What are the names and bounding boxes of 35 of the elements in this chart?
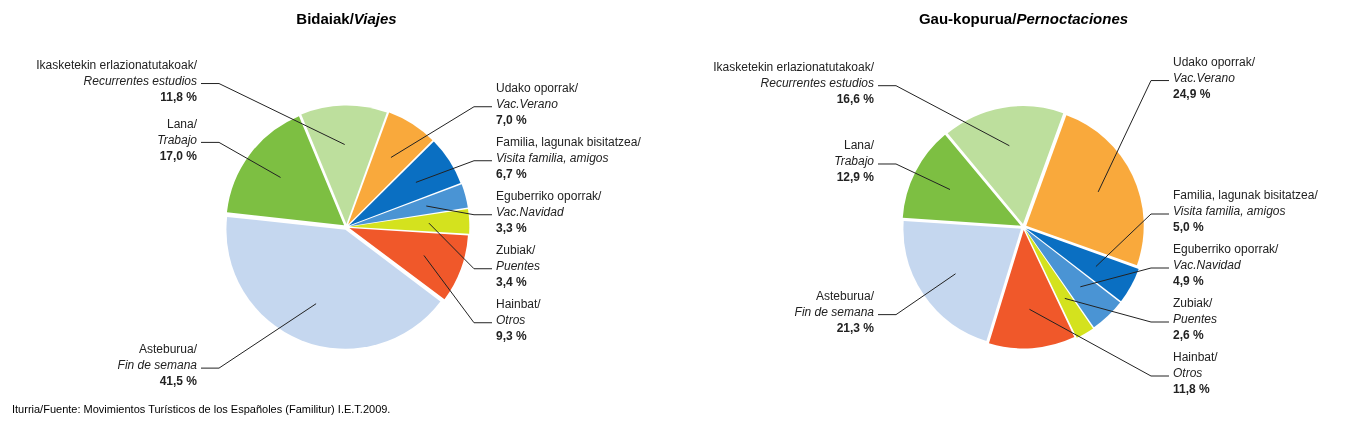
text: Iturria/Fuente: Movimientos Turísticos de los Españoles (Familitur) I.E.T.2009. bbox=[12, 403, 391, 415]
data-label: 9,3 % bbox=[496, 329, 528, 344]
slice-label: Familia, lagunak bisitatzea/Visita familia, amigos bbox=[496, 135, 642, 166]
chart-title: Bidaiak/Viajes bbox=[295, 10, 398, 27]
slice-label: Lana/Trabajo bbox=[157, 116, 198, 147]
data-label: 21,3 % bbox=[836, 320, 875, 335]
data-label: 12,9 % bbox=[836, 170, 875, 185]
slice-label: Ikasketekin erlazionatutakoak/Recurrentes estudios bbox=[713, 60, 875, 91]
slice-label: Zubiak/Puentes bbox=[496, 243, 541, 274]
data-label: 6,7 % bbox=[496, 167, 528, 182]
slice-label: Zubiak/Puentes bbox=[1173, 296, 1218, 327]
slice-label: Hainbat/Otros bbox=[1173, 350, 1219, 381]
data-label: 24,9 % bbox=[1173, 86, 1211, 101]
data-label: 3,4 % bbox=[496, 275, 528, 290]
data-label: 5,0 % bbox=[1173, 220, 1205, 235]
data-label: 7,0 % bbox=[496, 113, 528, 128]
slice-label: Asteburua/Fin de semana bbox=[117, 342, 198, 373]
data-label: 4,9 % bbox=[1173, 274, 1205, 289]
slice-label: Udako oporrak/Vac.Verano bbox=[1173, 54, 1256, 85]
data-label: 17,0 % bbox=[159, 148, 198, 163]
slice-label: Lana/Trabajo bbox=[834, 138, 875, 169]
slice-label: Hainbat/Otros bbox=[496, 297, 542, 328]
slice-label: Eguberriko oporrak/Vac.Navidad bbox=[496, 189, 603, 220]
slice-label: Eguberriko oporrak/Vac.Navidad bbox=[1173, 242, 1280, 273]
data-label: 3,3 % bbox=[496, 221, 528, 236]
data-label: 16,6 % bbox=[836, 92, 875, 106]
slice-label: Ikasketekin erlazionatutakoak/Recurrentes estudios bbox=[36, 57, 198, 88]
data-label: 11,8 % bbox=[1173, 382, 1211, 397]
chart-title: Gau-kopurua/Pernoctaciones bbox=[917, 10, 1130, 27]
slice-label: Udako oporrak/Vac.Verano bbox=[496, 81, 579, 112]
data-label: 11,8 % bbox=[160, 89, 198, 104]
slice-label: Asteburua/Fin de semana bbox=[794, 288, 875, 319]
data-label: 41,5 % bbox=[159, 374, 198, 389]
data-label: 2,6 % bbox=[1173, 328, 1205, 343]
slice-label: Familia, lagunak bisitatzea/Visita familia, amigos bbox=[1173, 188, 1319, 219]
